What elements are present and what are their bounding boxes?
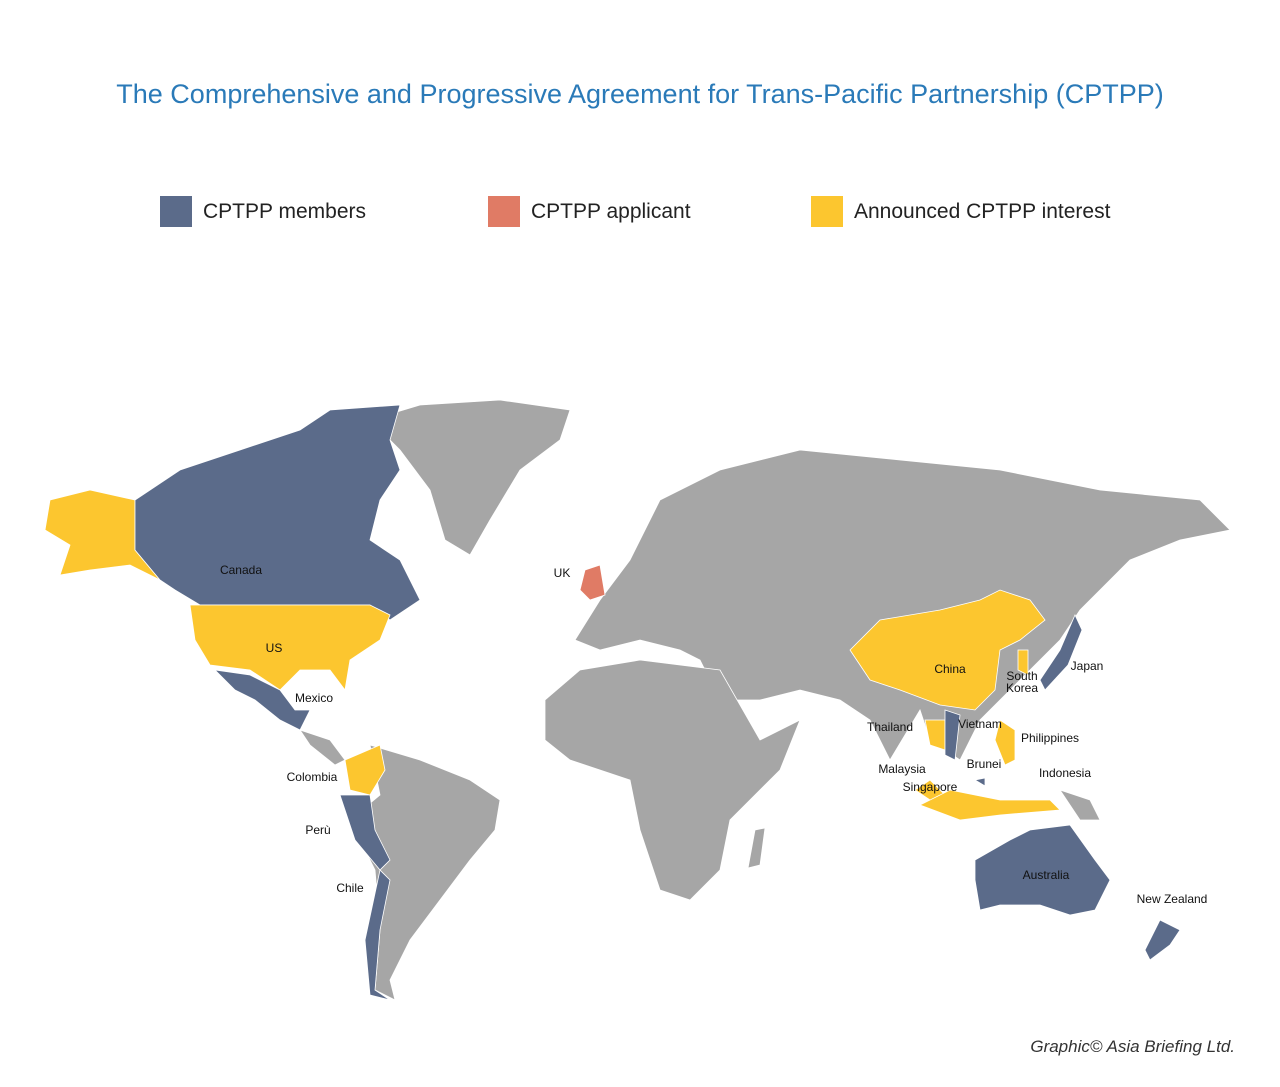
country-label: Chile xyxy=(336,881,364,895)
greenland xyxy=(369,399,571,556)
africa xyxy=(544,659,801,901)
legend-label: CPTPP members xyxy=(203,200,366,223)
title: The Comprehensive and Progressive Agreem… xyxy=(116,79,1163,109)
indonesia xyxy=(919,789,1061,821)
country-label: Mexico xyxy=(295,691,333,705)
vietnam xyxy=(944,709,961,761)
credit: Graphic© Asia Briefing Ltd. xyxy=(1030,1037,1235,1056)
map xyxy=(44,399,1231,1001)
legend-label: Announced CPTPP interest xyxy=(854,200,1111,223)
country-label: Perù xyxy=(305,823,330,837)
country-label: South Korea xyxy=(1006,669,1038,695)
country-label: China xyxy=(934,662,966,676)
colombia xyxy=(344,744,386,796)
japan xyxy=(1039,614,1083,691)
china xyxy=(849,589,1046,711)
country-label: Colombia xyxy=(287,770,338,784)
country-label: Australia xyxy=(1023,868,1070,882)
chile xyxy=(364,869,391,1001)
australia xyxy=(974,824,1111,916)
legend-swatch xyxy=(488,196,520,227)
country-label: Vietnam xyxy=(958,717,1002,731)
canada xyxy=(134,404,421,621)
mexico xyxy=(213,669,311,731)
country-label: US xyxy=(266,641,283,655)
us xyxy=(189,604,391,691)
country-label: Philippines xyxy=(1021,731,1079,745)
central-america xyxy=(299,729,346,766)
country-label: UK xyxy=(554,566,571,580)
png xyxy=(1059,789,1101,821)
new-zealand xyxy=(1144,919,1181,961)
south-korea xyxy=(1017,649,1029,676)
philippines xyxy=(994,719,1016,766)
uk xyxy=(579,564,606,601)
peru xyxy=(339,794,391,871)
country-label: Malaysia xyxy=(878,762,926,776)
country-label: Japan xyxy=(1071,659,1104,673)
alaska xyxy=(44,489,161,581)
legend-swatch xyxy=(160,196,192,227)
country-labels: Canada US Mexico Colombia Perù Chile UK China So… xyxy=(220,563,1207,906)
country-label: Canada xyxy=(220,563,262,577)
country-label: Indonesia xyxy=(1039,766,1091,780)
brunei xyxy=(973,777,986,787)
country-label: Brunei xyxy=(967,757,1002,771)
legend: CPTPP members CPTPP applicant Announced CP… xyxy=(160,196,1111,227)
madagascar xyxy=(747,827,766,869)
country-label: New Zealand xyxy=(1137,892,1208,906)
legend-label: CPTPP applicant xyxy=(531,200,691,223)
country-label: Singapore xyxy=(903,780,958,794)
legend-swatch xyxy=(811,196,843,227)
country-label: Thailand xyxy=(867,720,913,734)
thailand xyxy=(924,719,946,751)
